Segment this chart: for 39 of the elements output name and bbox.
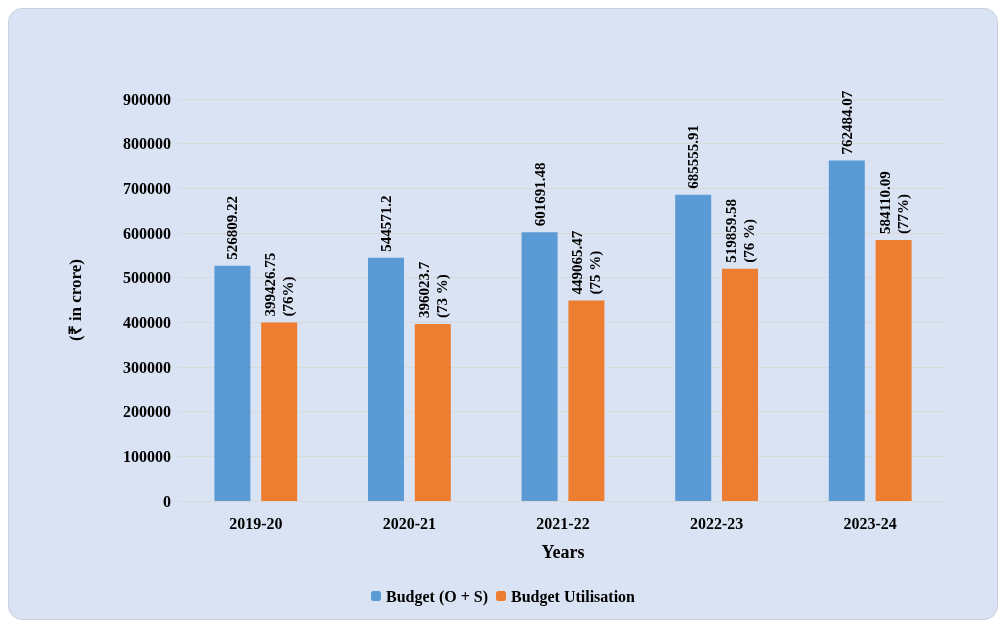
bar bbox=[261, 322, 298, 501]
legend-label: Budget (O + S) bbox=[385, 587, 488, 606]
bar bbox=[828, 160, 865, 501]
bar bbox=[722, 268, 758, 501]
bar bbox=[875, 240, 912, 501]
data-label: 584110.09 (77%) bbox=[876, 171, 912, 235]
y-axis-title: (₹ in crore) bbox=[66, 258, 85, 342]
bar bbox=[568, 300, 605, 501]
x-tick-label: 2019-20 bbox=[229, 514, 283, 532]
x-tick-label: 2020-21 bbox=[382, 514, 437, 532]
data-label: 519859.58 (76 %) bbox=[723, 199, 758, 263]
y-tick-label: 0 bbox=[163, 492, 171, 510]
y-tick-label: 100000 bbox=[123, 447, 171, 465]
y-tick-label: 400000 bbox=[123, 313, 171, 331]
x-tick-label: 2022-23 bbox=[689, 514, 744, 532]
data-label: 399426.75 (76%) bbox=[262, 252, 298, 317]
y-tick-label: 200000 bbox=[123, 403, 171, 421]
x-tick-label: 2023-24 bbox=[843, 514, 897, 532]
data-label: 544571.2 bbox=[378, 195, 394, 252]
y-tick-label: 300000 bbox=[123, 358, 171, 376]
bar bbox=[368, 257, 404, 501]
y-tick-label: 600000 bbox=[123, 224, 171, 242]
legend-label: Budget Utilisation bbox=[511, 587, 636, 606]
data-label: 449065.47 (75 %) bbox=[569, 230, 605, 295]
y-tick-label: 700000 bbox=[123, 179, 171, 197]
data-label: 601691.48 bbox=[531, 162, 548, 227]
data-label: 762484.07 bbox=[838, 90, 855, 155]
y-tick-label: 900000 bbox=[123, 90, 171, 108]
y-tick-label: 800000 bbox=[123, 135, 171, 153]
bar bbox=[214, 265, 251, 501]
x-tick-label: 2021-22 bbox=[536, 514, 590, 532]
data-label: 526809.22 bbox=[224, 195, 241, 260]
bar bbox=[414, 324, 451, 501]
data-label: 685555.91 bbox=[685, 125, 702, 189]
data-label: 396023.7 (73 %) bbox=[415, 261, 451, 319]
y-tick-label: 500000 bbox=[123, 269, 171, 287]
bar bbox=[521, 232, 558, 501]
bar bbox=[675, 194, 712, 501]
x-axis-title: Years bbox=[541, 542, 585, 562]
